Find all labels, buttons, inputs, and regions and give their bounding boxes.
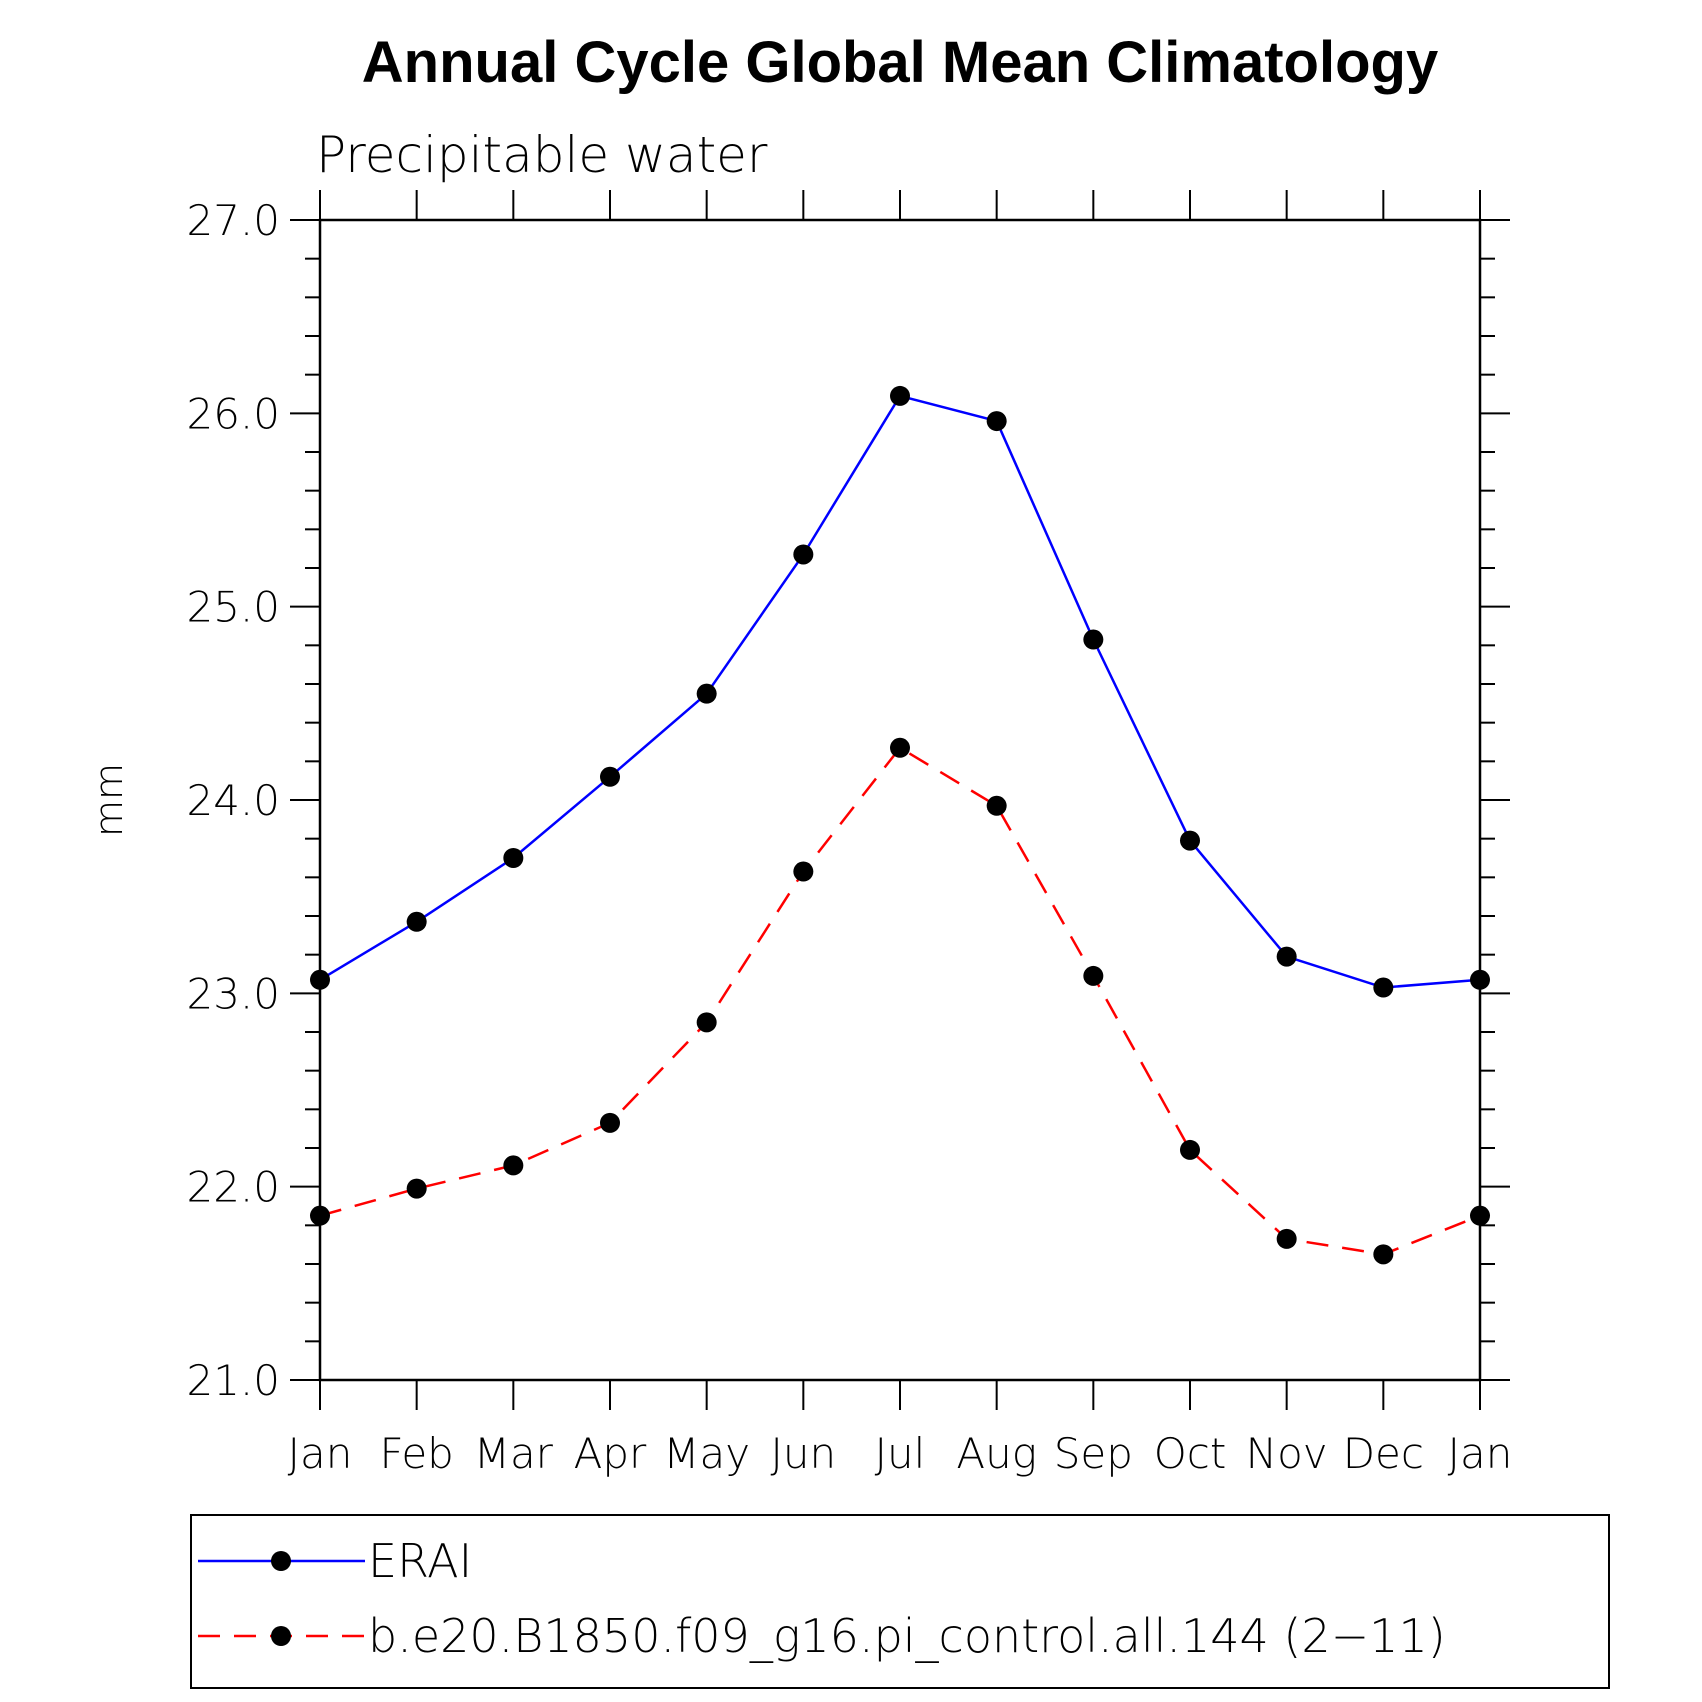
y-tick-label: 22.0	[186, 1163, 280, 1212]
series-1-point	[503, 848, 524, 868]
legend-label-1: ERAI	[368, 1534, 472, 1588]
series-2-point	[310, 1205, 330, 1226]
series-1-point	[1373, 977, 1394, 998]
series-2-point	[793, 861, 814, 882]
series-1-point	[986, 411, 1007, 432]
series-2-point	[1276, 1228, 1297, 1249]
series-1-point	[1470, 969, 1490, 990]
series-line-2	[319, 746, 1481, 1256]
series-1-point	[890, 385, 910, 406]
series-layer	[310, 385, 1490, 1265]
axes: 21.0 22.0 23.0 24.0 25.0 26.0 27.0 Jan Feb Mar Apr…	[186, 190, 1512, 1478]
legend-label-2: b.e20.B1850.f09_g16.pi_control.all.144 (…	[368, 1609, 1446, 1663]
series-1-point	[600, 766, 620, 787]
series-1-point	[310, 969, 330, 990]
series-2-point	[1180, 1139, 1200, 1160]
series-2-point	[503, 1155, 524, 1176]
x-tick-label: Dec	[1343, 1429, 1424, 1478]
series-2-point	[1470, 1205, 1490, 1226]
y-tick-label: 21.0	[186, 1356, 280, 1405]
series-2-point	[1373, 1244, 1394, 1265]
y-tick-label: 23.0	[186, 969, 280, 1018]
series-1-point	[1276, 946, 1297, 967]
x-tick-label: May	[663, 1429, 750, 1478]
legend-swatch-marker-1	[271, 1551, 291, 1571]
legend-box	[190, 1514, 1610, 1689]
series-2-point	[696, 1012, 717, 1033]
y-tick-label: 24.0	[186, 776, 280, 825]
series-2-point	[600, 1112, 620, 1133]
x-tick-label: Aug	[956, 1429, 1037, 1478]
x-tick-label: Apr	[574, 1429, 647, 1478]
chart-subtitle: Precipitable water	[316, 126, 768, 184]
y-tick-label: 26.0	[186, 389, 280, 438]
series-1-point	[793, 544, 814, 565]
series-2-point	[986, 795, 1007, 816]
series-1-point	[1180, 830, 1200, 851]
y-axis-label: mm	[87, 763, 131, 837]
series-1-point	[1083, 629, 1104, 650]
series-2-point	[406, 1178, 427, 1199]
x-tick-label: Jan	[288, 1429, 353, 1478]
series-1-point	[406, 911, 427, 932]
y-tick-label: 25.0	[186, 583, 280, 632]
legend-swatch-marker-2	[271, 1626, 291, 1646]
series-1-point	[696, 683, 717, 704]
series-2-point	[890, 737, 910, 758]
x-tick-label: Feb	[379, 1429, 453, 1478]
x-tick-label: Jan	[1448, 1429, 1513, 1478]
y-tick-label: 27.0	[186, 196, 280, 245]
chart-title: Annual Cycle Global Mean Climatology	[362, 30, 1438, 95]
x-tick-label: Sep	[1054, 1429, 1133, 1478]
x-tick-label: Jun	[771, 1429, 837, 1478]
x-tick-label: Jul	[875, 1429, 926, 1478]
x-tick-label: Nov	[1246, 1429, 1328, 1478]
x-tick-label: Mar	[474, 1429, 554, 1478]
x-tick-label: Oct	[1154, 1429, 1227, 1478]
legend-entries: ERAI b.e20.B1850.f09_g16.pi_control.all.1…	[198, 1534, 1446, 1663]
series-2-point	[1083, 965, 1104, 986]
series-line-1	[319, 394, 1481, 989]
legend: ERAI b.e20.B1850.f09_g16.pi_control.all.1…	[190, 1514, 1610, 1689]
